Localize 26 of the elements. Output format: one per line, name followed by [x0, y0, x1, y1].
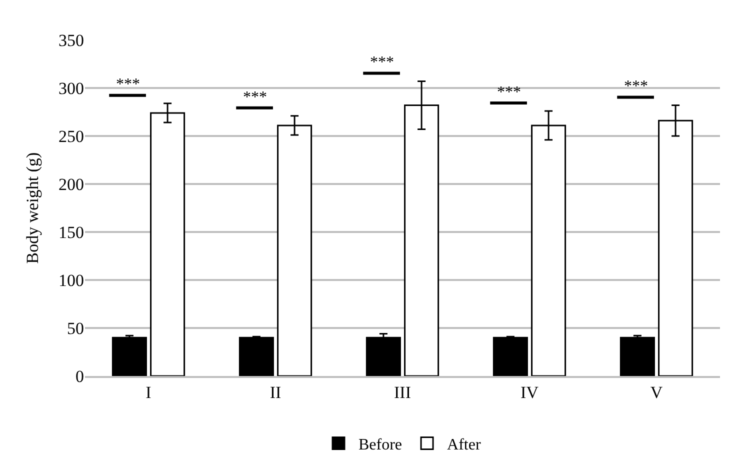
annotation: ***: [243, 89, 267, 106]
bar: [492, 336, 528, 376]
annotation: ***: [370, 54, 394, 71]
x-tick-label: III: [394, 383, 412, 402]
y-tick-label: 350: [58, 30, 84, 50]
bar: [366, 336, 401, 376]
y-tick-label: 250: [58, 126, 84, 146]
y-tick-label: 50: [67, 318, 84, 338]
y-tick-label: 100: [58, 270, 84, 290]
x-tick-label: V: [650, 383, 664, 402]
x-tick-label: I: [146, 383, 152, 402]
bar: [620, 336, 655, 376]
x-tick-label: II: [270, 383, 282, 402]
annotation: ***: [116, 76, 140, 93]
y-axis-title: Body weight (g): [23, 152, 42, 264]
bar: [238, 336, 274, 376]
legend-label: After: [447, 436, 482, 454]
x-tick-label: IV: [520, 383, 540, 402]
y-tick-label: 0: [76, 366, 84, 386]
y-tick-label: 150: [58, 222, 84, 242]
annotation: ***: [624, 78, 648, 95]
y-tick-label: 300: [58, 78, 84, 98]
annotation: ***: [497, 84, 521, 101]
y-tick-label: 200: [58, 174, 84, 194]
bar: [112, 336, 147, 376]
legend-label: Before: [358, 436, 402, 454]
